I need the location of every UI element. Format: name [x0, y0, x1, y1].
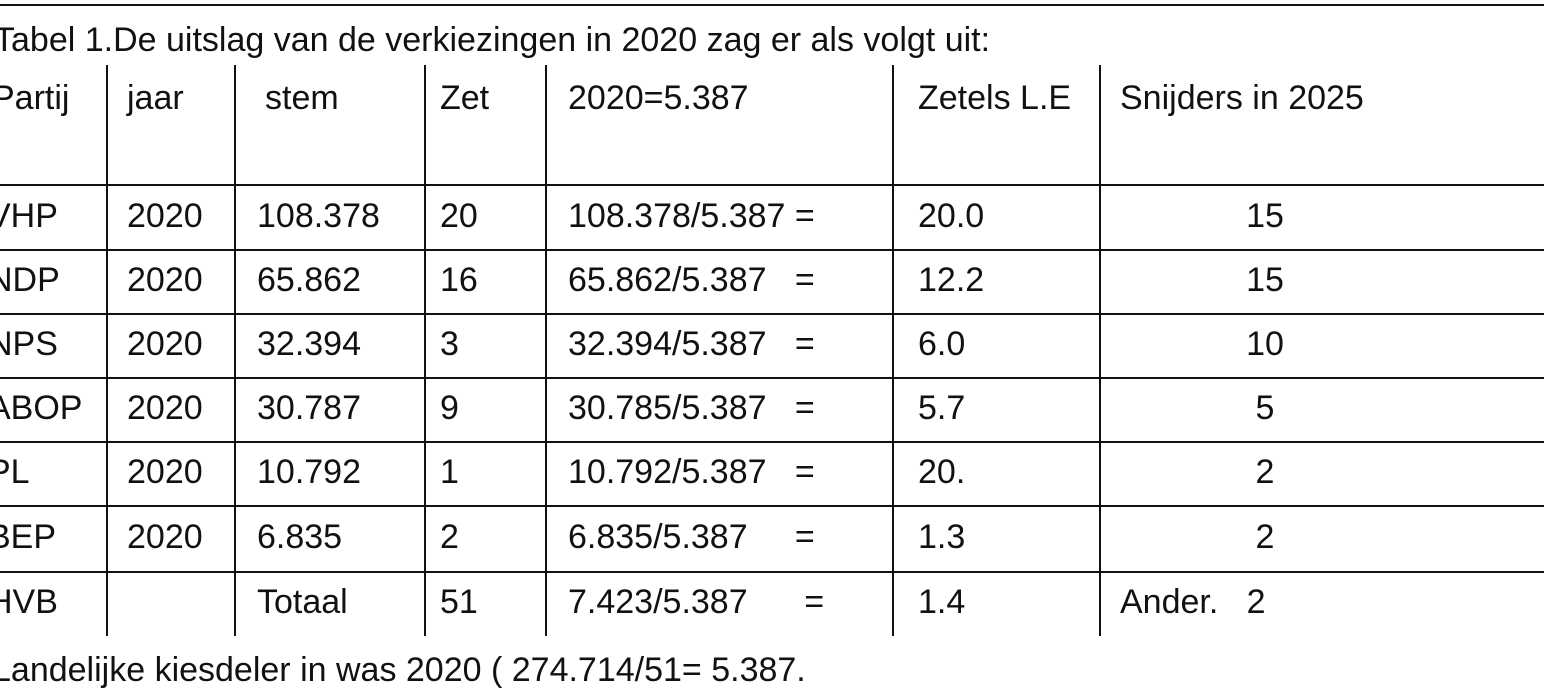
table-cell: Totaal — [257, 583, 348, 621]
table-cell: 2020 — [127, 325, 203, 363]
table-cell: 2 — [1256, 518, 1275, 556]
table-cell: PL — [0, 453, 30, 491]
table-cell: 12.2 — [918, 261, 984, 299]
header-cell: Partij — [0, 79, 69, 117]
table-caption: Tabel 1.De uitslag van de verkiezingen i… — [0, 21, 990, 59]
table-cell: 1 — [440, 453, 459, 491]
header-cell: Zet — [440, 79, 490, 117]
table-cell: 6.835 — [257, 518, 342, 556]
header-cell: Snijders in 2025 — [1120, 79, 1364, 117]
table-cell: 10.792/5.387 = — [568, 453, 815, 491]
table-cell: NPS — [0, 325, 58, 363]
table-cell: 15 — [1246, 197, 1284, 235]
table-cell: NDP — [0, 261, 60, 299]
table-cell: 20.0 — [918, 197, 984, 235]
table-cell: 10 — [1246, 325, 1284, 363]
footer-note: Landelijke kiesdeler in was 2020 ( 274.7… — [0, 651, 806, 689]
table-cell: 30.787 — [257, 389, 361, 427]
table-cell: 2020 — [127, 197, 203, 235]
table-cell: 65.862 — [257, 261, 361, 299]
table-cell: 65.862/5.387 = — [568, 261, 815, 299]
table-cell: 108.378 — [257, 197, 380, 235]
table-cell: 32.394/5.387 = — [568, 325, 815, 363]
header-cell: stem — [265, 79, 339, 117]
table-cell: 7.423/5.387 = — [568, 583, 824, 621]
table-cell: 2 — [1256, 453, 1275, 491]
table-cell: 2020 — [127, 261, 203, 299]
table-cell: 6.0 — [918, 325, 965, 363]
table-cell: 6.835/5.387 = — [568, 518, 815, 556]
table-cell: 3 — [440, 325, 459, 363]
table-cell: 9 — [440, 389, 459, 427]
table-cell: 2020 — [127, 453, 203, 491]
table-cell: 20. — [918, 453, 965, 491]
table-cell: 10.792 — [257, 453, 361, 491]
table-cell: 5 — [1256, 389, 1275, 427]
table-cell: 2020 — [127, 518, 203, 556]
table-cell: 5.7 — [918, 389, 965, 427]
table-cell: Ander. 2 — [1120, 583, 1266, 621]
table-cell: ABOP — [0, 389, 82, 427]
table-cell: 32.394 — [257, 325, 361, 363]
table-cell: 20 — [440, 197, 478, 235]
table-cell: HVB — [0, 583, 58, 621]
table-cell: BEP — [0, 518, 56, 556]
table-cell: 108.378/5.387 = — [568, 197, 815, 235]
table-cell: 15 — [1246, 261, 1284, 299]
header-cell: jaar — [126, 79, 184, 117]
grid — [0, 65, 1544, 636]
table-cell: 1.4 — [918, 583, 965, 621]
table-cell: VHP — [0, 197, 58, 235]
header-cell: 2020=5.387 — [568, 79, 749, 117]
table-cell: 30.785/5.387 = — [568, 389, 815, 427]
header-cell: Zetels L.E — [918, 79, 1071, 117]
table-cell: 1.3 — [918, 518, 965, 556]
table-cell: 51 — [440, 583, 478, 621]
table-cell: 2020 — [127, 389, 203, 427]
table-cell: 2 — [440, 518, 459, 556]
table-cell: 16 — [440, 261, 478, 299]
